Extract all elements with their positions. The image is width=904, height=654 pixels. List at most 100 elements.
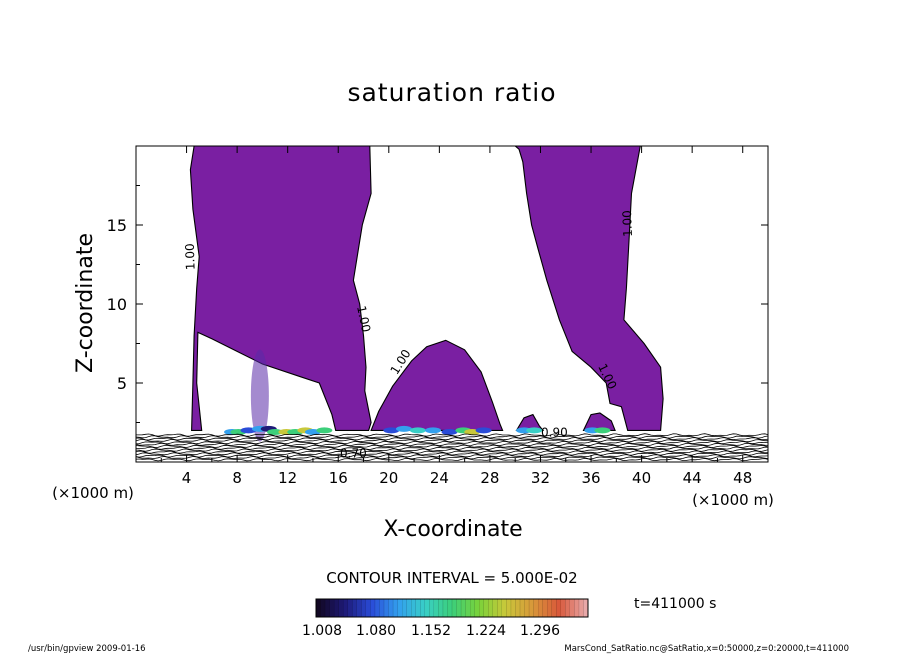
colorbar	[315, 599, 589, 617]
colorbar-cell	[329, 599, 335, 617]
colorbar-cell	[474, 599, 480, 617]
colorbar-cell	[370, 599, 376, 617]
contour-field	[136, 146, 768, 462]
ground-contour-14	[136, 433, 768, 437]
colorbar-cell	[565, 599, 571, 617]
colorbar-cell	[384, 599, 389, 617]
colorbar-cell	[560, 599, 566, 617]
ground-contour-13	[136, 435, 768, 439]
colorbar-cell	[488, 599, 494, 617]
saturated-region-1	[189, 146, 372, 431]
colorbar-cell	[501, 599, 507, 617]
spot-6	[267, 428, 284, 435]
ground-contour-4	[136, 452, 768, 456]
x-tick-label-12: 12	[278, 469, 297, 487]
colorbar-cell	[547, 599, 553, 617]
x-axis-unit-right: (×1000 m)	[692, 491, 774, 509]
spot-21	[526, 427, 543, 434]
colorbar-cell	[533, 599, 539, 617]
colorbar-cell	[424, 599, 430, 617]
colorbar-cell	[347, 599, 353, 617]
colorbar-cell	[334, 599, 340, 617]
contour-label-2: 1.00	[354, 304, 373, 333]
saturated-region-5	[514, 146, 664, 431]
y-axis-ticks: 5 10 15	[107, 185, 768, 423]
y-axis-title: Z-coordinate	[73, 233, 98, 373]
chart-title: saturation ratio	[347, 78, 556, 107]
contour-lines	[136, 433, 768, 462]
colorbar-tick-labels: 1.008 1.080 1.152 1.224 1.296	[302, 623, 560, 639]
colorbar-cell	[388, 599, 394, 617]
colorbar-cell	[479, 599, 485, 617]
colorbar-tick-label-5: 1.296	[520, 623, 560, 639]
colorbar-cell	[470, 599, 476, 617]
x-tick-label-24: 24	[430, 469, 449, 487]
ground-contour-6	[136, 448, 768, 452]
colorbar-cell	[406, 599, 412, 617]
x-tick-label-32: 32	[531, 469, 550, 487]
colorbar-cell	[442, 599, 448, 617]
ground-contour-3	[136, 454, 768, 458]
colorbar-cell	[379, 599, 385, 617]
colorbar-cell	[343, 599, 349, 617]
colorbar-cell	[483, 599, 489, 617]
ground-contour-7	[136, 446, 768, 450]
contour-interval-label: CONTOUR INTERVAL = 5.000E-02	[326, 569, 577, 587]
colorbar-cell	[325, 599, 330, 617]
filled-regions	[189, 146, 664, 431]
colorbar-cell	[356, 599, 362, 617]
spot-11	[316, 427, 333, 434]
spot-19	[475, 427, 492, 434]
colorbar-cell	[352, 599, 358, 617]
ground-contour-8	[136, 444, 768, 448]
colorbar-cell	[515, 599, 521, 617]
ground-contour-10	[136, 440, 768, 445]
ground-contour-5	[136, 450, 768, 454]
spot-12	[383, 427, 400, 434]
colorbar-cell	[574, 599, 580, 617]
colorbar-cell	[320, 599, 326, 617]
colorbar-cell	[538, 599, 544, 617]
contour-label-6: 0.90	[541, 426, 568, 440]
colorbar-cell	[402, 599, 408, 617]
contour-label-4: 1.00	[620, 210, 635, 237]
colorbar-cell	[447, 599, 453, 617]
colorbar-cell	[365, 599, 371, 617]
ground-contour-12	[136, 437, 768, 441]
colorbar-cell	[461, 599, 466, 617]
x-tick-label-28: 28	[480, 469, 499, 487]
colorbar-cell	[456, 599, 462, 617]
x-tick-label-40: 40	[632, 469, 651, 487]
colorbar-cell	[583, 599, 589, 617]
colorbar-cell	[578, 599, 584, 617]
ground-contour-9	[136, 442, 768, 447]
colorbar-cell	[438, 599, 444, 617]
y-tick-label-5: 5	[117, 374, 127, 393]
colorbar-cell	[556, 599, 562, 617]
colorbar-cell	[569, 599, 575, 617]
spot-16	[441, 428, 458, 435]
x-tick-label-16: 16	[329, 469, 348, 487]
x-axis-title: X-coordinate	[383, 517, 522, 542]
spot-15	[425, 427, 442, 434]
colorbar-cell	[506, 599, 512, 617]
colorbar-cell	[338, 599, 344, 617]
colorbar-cell	[510, 599, 516, 617]
colorbar-cell	[524, 599, 530, 617]
contour-label-1: 1.00	[183, 243, 198, 270]
x-axis-ticks: 4 8 12 16 20 24 28 32 36 40 44 48	[160, 146, 752, 487]
x-tick-label-36: 36	[581, 469, 600, 487]
colored-spots	[224, 349, 611, 442]
colorbar-cell	[433, 599, 439, 617]
x-tick-label-20: 20	[379, 469, 398, 487]
spot-23	[594, 427, 611, 434]
colorbar-cell	[520, 599, 525, 617]
x-axis-unit-left: (×1000 m)	[52, 484, 134, 502]
ground-contour-1	[136, 457, 768, 462]
colorbar-cell	[415, 599, 421, 617]
y-tick-label-10: 10	[107, 295, 127, 314]
colorbar-frame	[315, 598, 589, 618]
ground-contour-2	[136, 456, 768, 460]
colorbar-cell	[374, 599, 380, 617]
colorbar-cell	[452, 599, 457, 617]
